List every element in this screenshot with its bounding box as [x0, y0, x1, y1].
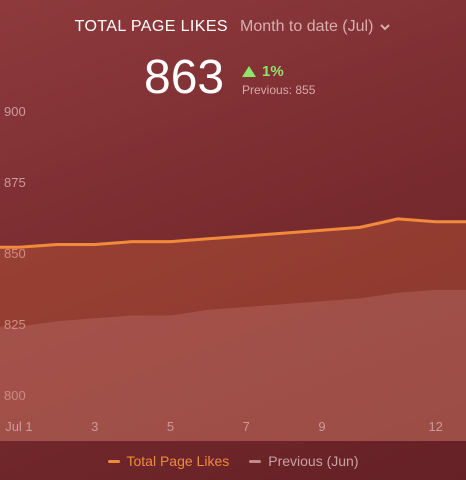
widget-title: TOTAL PAGE LIKES	[74, 18, 228, 35]
x-tick-label: 9	[318, 419, 325, 434]
kpi-change-value: 1%	[262, 63, 284, 80]
legend-swatch-current	[107, 459, 120, 463]
current-line	[0, 217, 466, 249]
y-tick-label: 875	[4, 175, 26, 190]
widget-header: TOTAL PAGE LIKES Month to date (Jul)	[0, 14, 466, 40]
y-axis: 800 825 850 875 900	[4, 104, 26, 403]
kpi-change: 1%	[242, 63, 284, 80]
x-tick-label: 5	[167, 419, 174, 434]
legend-swatch-previous	[249, 459, 262, 463]
y-tick-label: 800	[4, 388, 26, 403]
y-tick-label: 850	[4, 246, 26, 261]
chart-areas	[0, 217, 466, 441]
arrow-up-icon	[242, 66, 256, 77]
x-tick-label: 12	[428, 419, 442, 434]
legend-label-current: Total Page Likes	[126, 453, 230, 469]
legend-label-previous: Previous (Jun)	[268, 453, 359, 469]
x-tick-label: 7	[243, 419, 250, 434]
legend-item-current[interactable]: Total Page Likes	[107, 453, 230, 469]
chevron-down-icon	[380, 24, 391, 31]
kpi-value: 863	[144, 51, 225, 104]
period-dropdown[interactable]: Month to date (Jul)	[240, 18, 391, 36]
period-label: Month to date (Jul)	[240, 18, 374, 35]
y-tick-label: 900	[4, 104, 26, 119]
x-axis: Jul 1 3 5 7 9 12	[5, 419, 443, 434]
y-tick-label: 825	[4, 317, 26, 332]
legend-item-previous[interactable]: Previous (Jun)	[249, 453, 359, 469]
current-area	[0, 218, 466, 441]
chart-legend: Total Page Likes Previous (Jun)	[0, 452, 466, 470]
x-tick-label: 3	[91, 419, 98, 434]
x-tick-label: Jul 1	[5, 419, 32, 434]
kpi-block: 863 1% Previous: 855	[0, 50, 466, 106]
kpi-previous: Previous: 855	[242, 83, 316, 97]
previous-area	[0, 289, 466, 441]
likes-chart: 800 825 850 875 900 Jul 1 3 5 7 9 12	[0, 104, 466, 441]
